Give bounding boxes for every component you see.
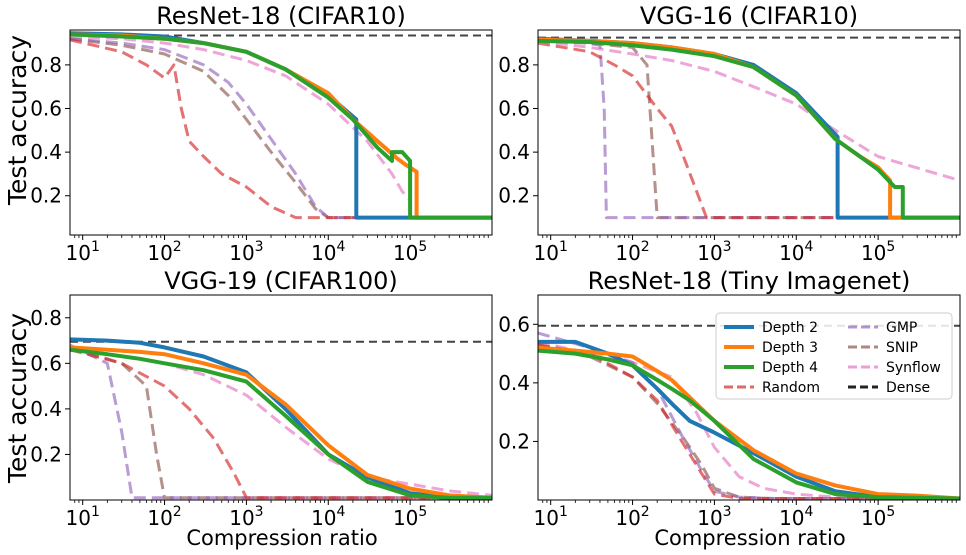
legend-box [715, 312, 953, 400]
panel-3-ytick-label: 0.8 [30, 306, 62, 330]
panel-2: VGG-16 (CIFAR10) 0.2 0.4 0.6 0.8 101 102 103 104… [498, 2, 961, 265]
panel-2-series-gmp [538, 37, 960, 220]
legend-label-depth-3: Depth 3 [762, 340, 818, 356]
panel-1-ytick-label: 0.4 [30, 140, 62, 164]
panel-4-series-depth-4 [538, 348, 960, 500]
panel-1-series-random [70, 38, 492, 220]
xlabel-left: Compression ratio [186, 526, 377, 550]
panel-4-xtick-label: 104 [779, 504, 813, 530]
panel-1-xtick-label: 105 [393, 239, 427, 265]
panel-1-lines [70, 31, 492, 220]
panel-4-frame [537, 294, 961, 501]
panel-3-xtick-label: 102 [147, 504, 181, 530]
panel-1-frame [69, 29, 493, 236]
panel-4-title: ResNet-18 (Tiny Imagenet) [588, 267, 911, 295]
xlabel-right: Compression ratio [654, 526, 845, 550]
panel-3: VGG-19 (CIFAR100) 0.2 0.4 0.6 0.8 101 102 103 10… [30, 267, 493, 530]
panel-4-ytick-label: 0.6 [498, 312, 530, 336]
panel-2-xtick-label: 105 [861, 239, 895, 265]
panel-1-xtick-label: 104 [311, 239, 345, 265]
panel-2-series-synflow [538, 39, 960, 182]
panel-3-xtick-label: 104 [311, 504, 345, 530]
panel-3-ytick-label: 0.6 [30, 351, 62, 375]
panel-2-series-snip [538, 39, 960, 220]
panel-2-series-random [538, 41, 960, 220]
ylabel-top: Test accuracy [3, 35, 32, 206]
panel-2-lines [538, 36, 960, 220]
panel-3-series-synflow [70, 345, 492, 497]
panel-2-title: VGG-16 (CIFAR10) [640, 2, 858, 30]
panel-3-series-depth-4 [70, 347, 492, 500]
panel-2-xtick-label: 101 [533, 239, 567, 265]
panel-1-ytick-label: 0.2 [30, 184, 62, 208]
panel-4-xtick-label: 103 [697, 504, 731, 530]
panel-1-xtick-label: 103 [229, 239, 263, 265]
legend-label-depth-4: Depth 4 [762, 360, 818, 376]
panel-1-xtick-label: 102 [147, 239, 181, 265]
legend-label-gmp: GMP [886, 320, 917, 336]
panel-2-ytick-label: 0.6 [498, 97, 530, 121]
panel-4-series-random [538, 343, 960, 500]
panel-4-xtick-label: 105 [861, 504, 895, 530]
panel-3-series-snip [70, 345, 492, 500]
panel-1-ytick-label: 0.8 [30, 53, 62, 77]
legend: Depth 2 Depth 3 Depth 4 Random GMP SNIP Synflo… [715, 312, 953, 400]
panel-1-xtick-label: 101 [65, 239, 99, 265]
legend-label-dense: Dense [886, 380, 930, 396]
panel-1-series-depth-2 [70, 31, 492, 220]
panel-3-series-random [70, 348, 492, 500]
panel-3-lines [70, 337, 492, 500]
panel-2-ytick-label: 0.2 [498, 184, 530, 208]
panel-2-frame [537, 29, 961, 236]
panel-3-xtick-label: 103 [229, 504, 263, 530]
panel-3-title: VGG-19 (CIFAR100) [164, 267, 398, 295]
panel-3-xtick-label: 105 [393, 504, 427, 530]
panel-1-series-synflow [70, 35, 492, 220]
panel-4-xtick-label: 102 [615, 504, 649, 530]
panel-2-xtick-label: 102 [615, 239, 649, 265]
panels-group: ResNet-18 (CIFAR10) 0.2 0.4 0.6 0.8 101 102 103… [30, 2, 961, 530]
panel-2-series-depth-4 [538, 38, 960, 220]
panel-1-title: ResNet-18 (CIFAR10) [156, 2, 406, 30]
panel-4-ytick-label: 0.4 [498, 371, 530, 395]
panel-3-ytick-label: 0.4 [30, 397, 62, 421]
panel-2-xtick-label: 104 [779, 239, 813, 265]
panel-3-xtick-label: 101 [65, 504, 99, 530]
panel-3-series-depth-3 [70, 345, 492, 500]
panel-1-series-gmp [70, 37, 492, 220]
ylabel-bottom: Test accuracy [3, 313, 32, 484]
panel-4: ResNet-18 (Tiny Imagenet) 0.2 0.4 0.6 101 102… [498, 267, 961, 530]
panel-1-series-depth-3 [70, 32, 492, 220]
panel-3-ytick-label: 0.2 [30, 442, 62, 466]
legend-label-snip: SNIP [886, 340, 918, 356]
legend-label-depth-2: Depth 2 [762, 320, 818, 336]
panel-2-ytick-label: 0.4 [498, 140, 530, 164]
panel-2-ytick-label: 0.8 [498, 53, 530, 77]
panel-1: ResNet-18 (CIFAR10) 0.2 0.4 0.6 0.8 101 102 103… [30, 2, 493, 265]
legend-label-random: Random [762, 380, 820, 396]
panel-1-series-depth-4 [70, 32, 492, 220]
panel-1-ytick-label: 0.6 [30, 97, 62, 121]
panel-4-ytick-label: 0.2 [498, 429, 530, 453]
panel-3-frame [69, 294, 493, 501]
panel-1-series-snip [70, 37, 492, 220]
panel-3-series-depth-2 [70, 337, 492, 500]
panel-2-xtick-label: 103 [697, 239, 731, 265]
legend-label-synflow: Synflow [886, 360, 941, 376]
panel-4-xtick-label: 101 [533, 504, 567, 530]
